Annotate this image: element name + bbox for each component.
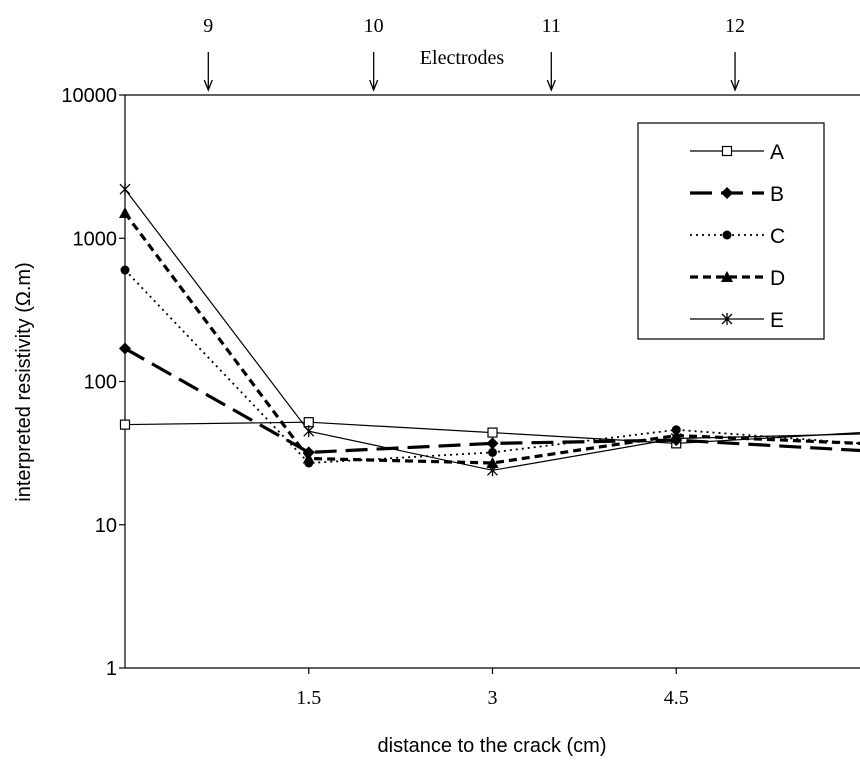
data-point-e	[487, 464, 498, 477]
data-point-e	[119, 183, 131, 196]
data-point-c	[120, 265, 130, 275]
electrode-arrow-head	[369, 79, 379, 92]
x-tick-label: 3	[488, 687, 498, 709]
x-ticks: 1.5 3 4.5	[296, 668, 689, 709]
data-point-b	[119, 342, 131, 355]
electrode-markers: 9 10 11 12	[203, 15, 745, 92]
legend-box	[637, 122, 825, 340]
electrode-label: 11	[542, 15, 561, 37]
data-point-d	[302, 452, 315, 464]
data-point-c	[488, 447, 497, 457]
series-markers	[119, 183, 683, 477]
data-point-a	[487, 427, 498, 438]
electrode-label: 12	[725, 15, 745, 37]
data-point-b	[486, 437, 499, 450]
y-axis-label: interpreted resistivity (Ω.m)	[13, 262, 35, 501]
y-tick-label: 10	[95, 515, 117, 537]
legend-label-e: E	[770, 309, 784, 332]
electrodes-label: Electrodes	[420, 47, 505, 69]
y-tick-label: 100	[84, 372, 117, 394]
legend-label-c: C	[770, 225, 785, 248]
data-point-b	[302, 446, 315, 459]
legend-label-a: A	[770, 141, 784, 164]
data-point-e	[303, 425, 315, 438]
y-tick-label: 1	[106, 658, 117, 680]
data-point-a	[119, 419, 131, 430]
series-line-b	[124, 347, 860, 455]
legend-marker-a	[721, 145, 733, 157]
legend-marker-b	[721, 187, 733, 199]
y-ticks: 1 10 100 1000 10000	[61, 85, 125, 680]
legend-marker-e	[721, 313, 733, 325]
data-point-d	[119, 207, 131, 219]
data-point-d	[486, 456, 499, 468]
legend-marker-d	[721, 271, 733, 282]
y-tick-label: 1000	[73, 228, 118, 250]
electrode-label: 9	[203, 15, 213, 37]
x-tick-label: 4.5	[664, 687, 689, 709]
data-point-e	[670, 432, 682, 445]
electrode-arrow-head	[203, 79, 213, 92]
legend-label-d: D	[770, 267, 785, 290]
electrode-arrow-head	[546, 79, 556, 92]
electrode-arrow-head	[730, 79, 740, 92]
legend-label-b: B	[770, 183, 784, 206]
legend-marker-c	[722, 230, 732, 240]
x-axis-label: distance to the crack (cm)	[378, 735, 607, 757]
x-tick-label: 1.5	[296, 687, 321, 709]
y-tick-label: 10000	[61, 85, 117, 107]
electrode-label: 10	[364, 15, 384, 37]
